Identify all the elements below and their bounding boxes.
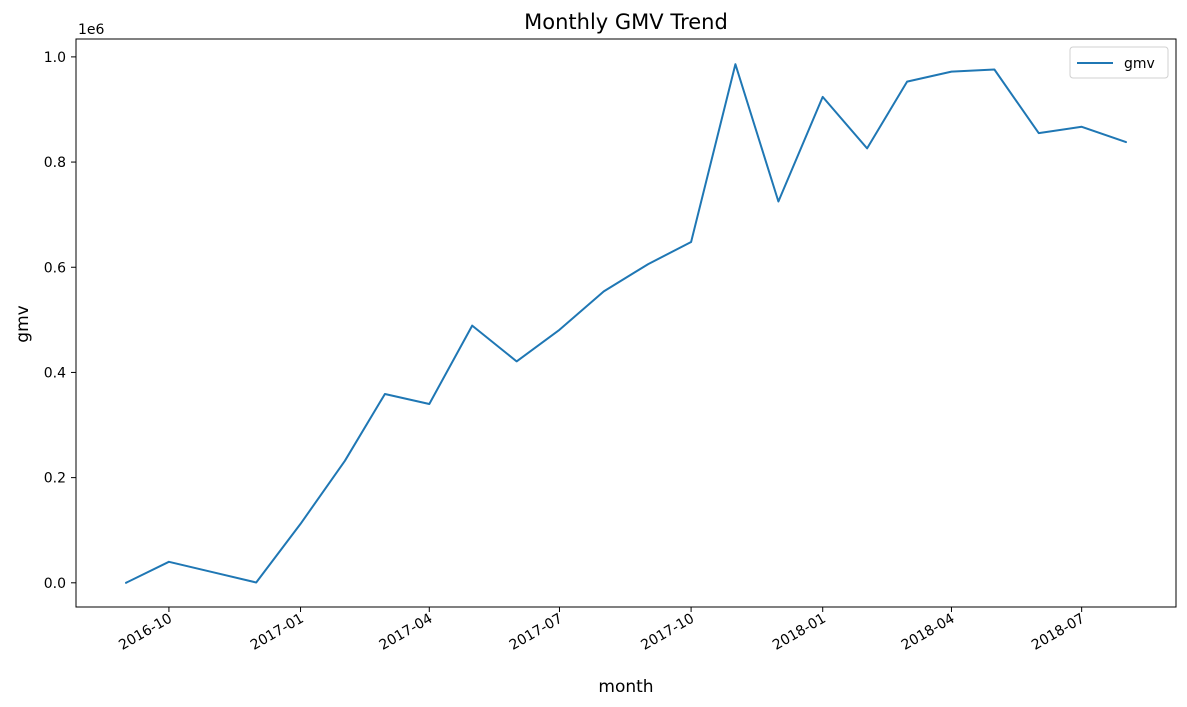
y-tick-label: 0.6 (44, 260, 66, 276)
y-tick-label: 0.0 (44, 576, 66, 592)
x-tick-label: 2017-07 (507, 611, 566, 654)
x-tick-label: 2018-07 (1029, 611, 1088, 654)
x-tick-label: 2017-10 (638, 611, 697, 654)
x-axis-ticks: 2016-10 2017-01 2017-04 2017-07 2017-10 2018-… (116, 607, 1088, 654)
legend: gmv (1069, 46, 1169, 79)
chart-title: Monthly GMV Trend (524, 10, 728, 34)
x-tick-label: 2018-01 (770, 611, 829, 654)
legend-box (1069, 46, 1169, 79)
y-axis-ticks: 0.0 0.2 0.4 0.6 0.8 1.0 (44, 50, 76, 592)
y-tick-label: 1.0 (44, 50, 66, 66)
y-axis-offset-label: 1e6 (78, 22, 105, 38)
x-axis-title: month (598, 677, 653, 697)
plot-area-frame (75, 38, 1177, 608)
y-tick-label: 0.2 (44, 471, 66, 487)
y-tick-label: 0.8 (44, 155, 66, 171)
series-line-gmv (125, 63, 1127, 584)
x-tick-label: 2016-10 (116, 611, 175, 654)
x-tick-label: 2018-04 (899, 611, 958, 654)
y-tick-label: 0.4 (44, 365, 66, 381)
x-tick-label: 2017-01 (248, 611, 307, 654)
legend-label-gmv: gmv (1124, 56, 1155, 72)
plot-series (125, 63, 1127, 584)
x-tick-label: 2017-04 (377, 611, 436, 654)
y-axis-title: gmv (13, 305, 33, 342)
